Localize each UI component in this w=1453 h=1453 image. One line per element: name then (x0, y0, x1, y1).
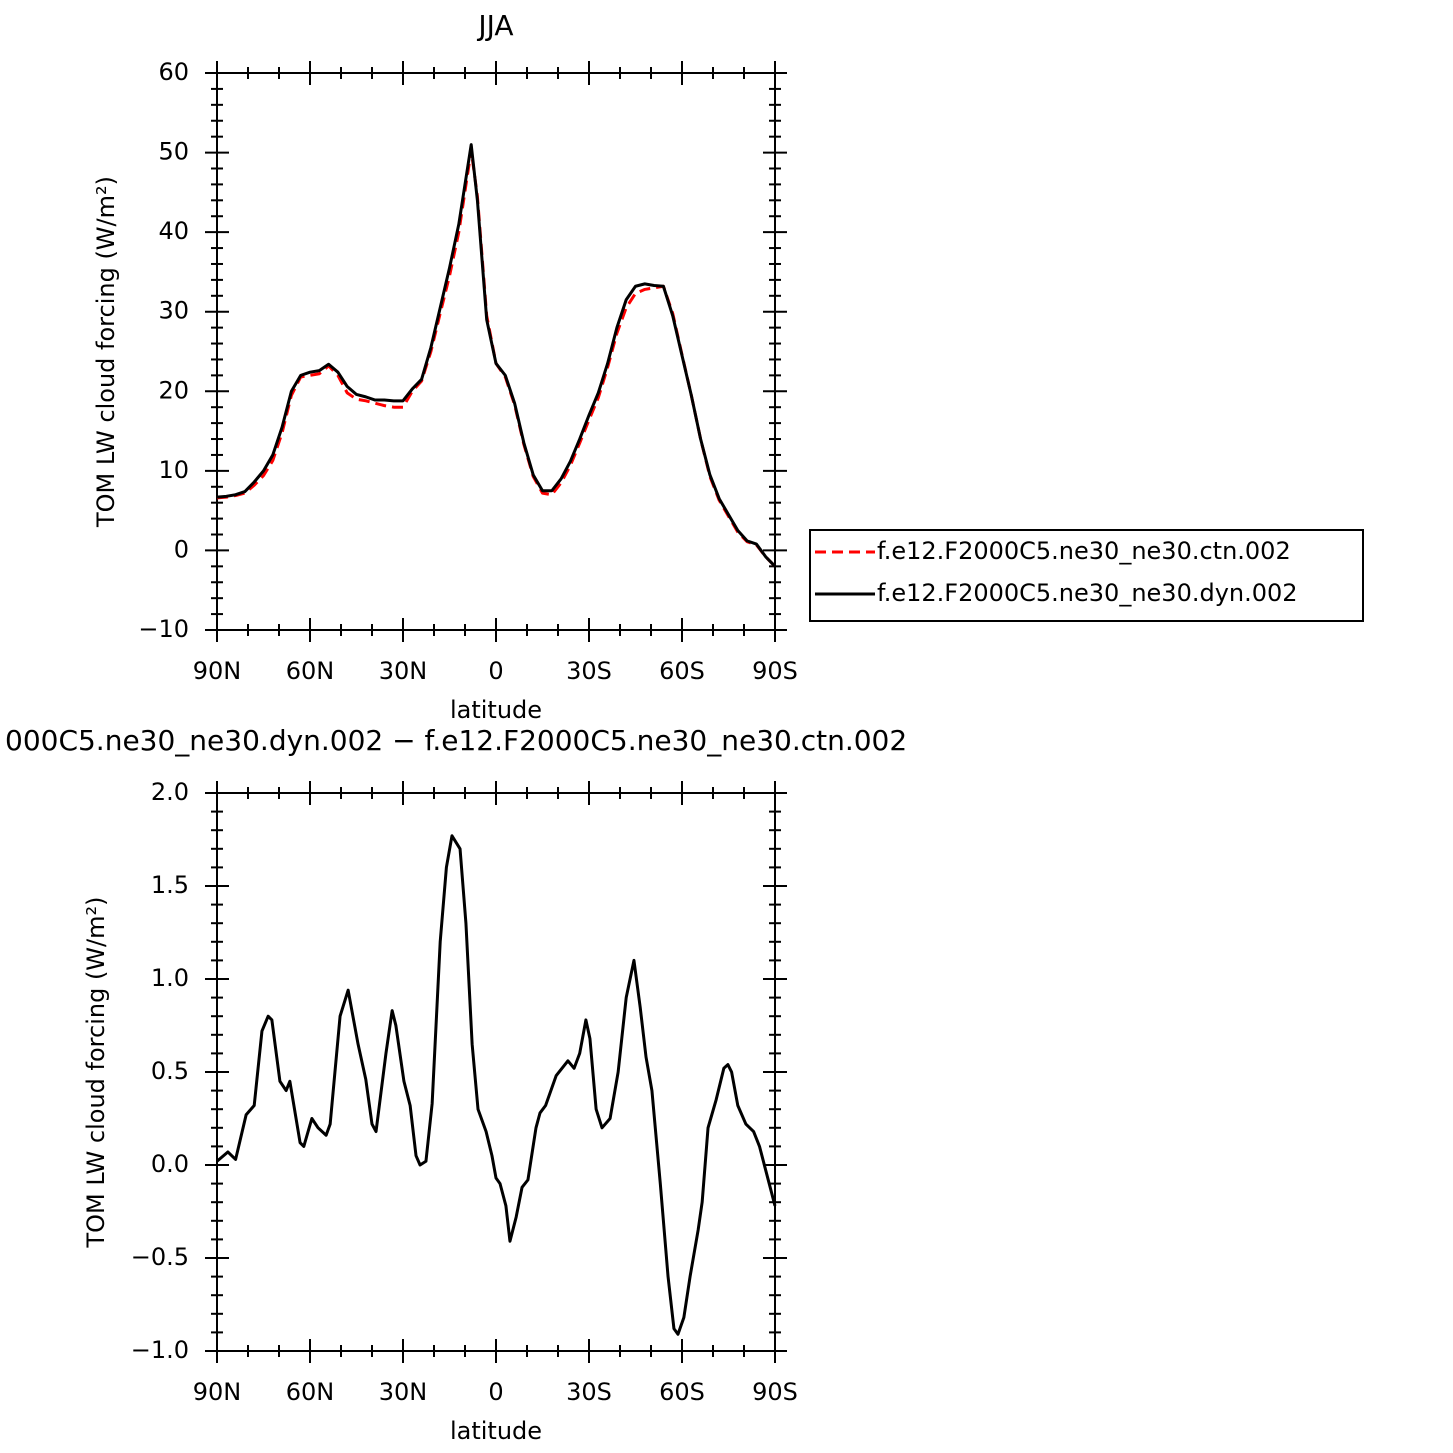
x-tick-label: 90N (193, 1378, 242, 1406)
y-tick-label: −10 (138, 615, 189, 643)
y-tick-label: 1.5 (151, 871, 189, 899)
x-tick-label: 30N (379, 657, 428, 685)
x-tick-label: 60N (286, 657, 335, 685)
y-tick-label: 10 (158, 456, 189, 484)
y-tick-label: 20 (158, 376, 189, 404)
data-line (216, 834, 777, 1336)
y-tick-label: 0 (174, 535, 189, 563)
x-tick-label: 30S (566, 1378, 612, 1406)
x-tick-label: 30N (379, 1378, 428, 1406)
y-tick-label: 60 (158, 58, 189, 86)
y-tick-label: 0.5 (151, 1057, 189, 1085)
x-tick-label: 60S (659, 1378, 705, 1406)
chart-title: JJA (476, 9, 513, 42)
y-tick-label: −1.0 (131, 1336, 189, 1364)
data-line (216, 143, 777, 568)
chart-title: 000C5.ne30_ne30.dyn.002 − f.e12.F2000C5.… (5, 724, 907, 757)
x-tick-label: 0 (488, 1378, 503, 1406)
x-tick-label: 90N (193, 657, 242, 685)
y-axis-label: TOM LW cloud forcing (W/m²) (82, 897, 110, 1249)
x-tick-label: 60S (659, 657, 705, 685)
legend-box (809, 529, 1364, 622)
legend-label: f.e12.F2000C5.ne30_ne30.ctn.002 (877, 537, 1291, 565)
y-tick-label: 1.0 (151, 964, 189, 992)
x-tick-label: 90S (752, 1378, 798, 1406)
x-tick-label: 0 (488, 657, 503, 685)
x-axis-label: latitude (450, 1417, 542, 1445)
x-tick-label: 60N (286, 1378, 335, 1406)
x-tick-label: 30S (566, 657, 612, 685)
y-axis-label: TOM LW cloud forcing (W/m²) (92, 176, 120, 528)
legend-label: f.e12.F2000C5.ne30_ne30.dyn.002 (877, 579, 1298, 607)
y-tick-label: 0.0 (151, 1150, 189, 1178)
y-tick-label: 30 (158, 297, 189, 325)
plot-frame (216, 72, 776, 631)
y-tick-label: 50 (158, 138, 189, 166)
y-tick-label: 2.0 (151, 778, 189, 806)
y-tick-label: −0.5 (131, 1243, 189, 1271)
y-tick-label: 40 (158, 217, 189, 245)
x-tick-label: 90S (752, 657, 798, 685)
x-axis-label: latitude (450, 696, 542, 724)
